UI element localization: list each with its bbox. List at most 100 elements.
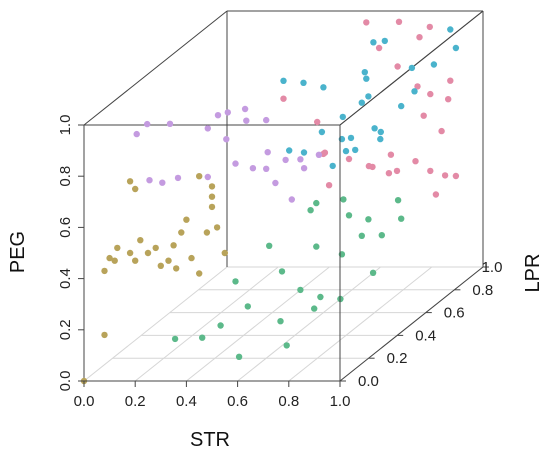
data-point (427, 90, 434, 98)
box-back-edges (83, 10, 484, 381)
data-point (146, 177, 153, 184)
axis-ticks: 0.0 0.2 0.4 0.6 0.8 1.0 0.0 0.2 0.4 0.6 0.8 1.0 0.0 0… (57, 115, 502, 410)
data-point (381, 37, 388, 45)
data-point (329, 162, 336, 170)
z-tick-label: 0.6 (57, 217, 74, 238)
data-point (315, 151, 323, 158)
data-point (199, 334, 206, 341)
data-point (342, 147, 350, 155)
data-point (264, 149, 271, 156)
data-point (244, 303, 251, 310)
z-tick-label: 0.2 (57, 319, 74, 340)
x-tick-label: 0.0 (74, 393, 95, 410)
data-point (249, 165, 257, 172)
data-point (394, 197, 402, 204)
data-point (101, 331, 108, 339)
data-point (204, 125, 211, 132)
y-tick-label: 0.0 (358, 373, 379, 390)
data-point (393, 167, 401, 175)
x-tick-label: 0.6 (227, 393, 248, 410)
data-point (447, 77, 454, 84)
data-point (317, 293, 324, 301)
data-point (165, 257, 172, 264)
data-point (126, 249, 134, 257)
data-point (178, 229, 185, 236)
data-point (137, 237, 144, 244)
data-point (426, 23, 433, 31)
data-point (325, 182, 333, 189)
y-axis-title: LPR (522, 254, 544, 293)
data-point (243, 117, 250, 124)
data-point (297, 286, 304, 294)
data-point (232, 278, 239, 285)
data-point (171, 335, 179, 343)
floor-grid (83, 266, 484, 382)
y-tick-label: 0.6 (444, 305, 465, 322)
x-tick-label: 0.8 (278, 393, 299, 410)
data-point (196, 173, 203, 180)
data-point (387, 151, 395, 158)
grid-line-x (186, 266, 330, 382)
data-point (223, 136, 230, 143)
data-point (114, 244, 121, 252)
scatter-points (80, 18, 460, 385)
data-point (375, 44, 383, 52)
z-tick-label: 0.4 (57, 268, 74, 289)
data-point (345, 155, 353, 163)
y-tick-label: 1.0 (482, 259, 503, 276)
data-point (241, 105, 249, 113)
data-point (208, 203, 216, 211)
data-point (420, 112, 427, 119)
z-tick-label: 0.0 (57, 371, 74, 392)
data-point (314, 118, 321, 126)
x-tick-label: 1.0 (330, 393, 351, 410)
data-point (358, 99, 365, 106)
data-point (411, 88, 418, 95)
data-point (416, 34, 423, 41)
data-point (427, 167, 434, 175)
data-point (347, 134, 355, 142)
data-point (297, 156, 304, 163)
data-point (432, 191, 440, 198)
data-point (133, 130, 140, 138)
data-point (188, 254, 195, 262)
data-point (345, 212, 353, 219)
data-point (111, 257, 118, 264)
data-point (101, 267, 108, 275)
data-point (377, 135, 384, 143)
data-point (235, 353, 243, 360)
data-point (283, 342, 290, 349)
data-point (452, 172, 460, 180)
z-tick-label: 0.8 (57, 166, 74, 187)
data-point (414, 83, 421, 90)
data-point (232, 160, 239, 167)
data-point (300, 165, 308, 172)
data-point (173, 265, 180, 272)
x-tick-label: 0.2 (125, 393, 146, 410)
data-point (144, 249, 152, 257)
data-point (313, 199, 320, 207)
box-edge (83, 10, 228, 126)
data-point (371, 125, 378, 132)
data-point (106, 254, 113, 262)
data-point (311, 305, 318, 312)
data-point (266, 242, 273, 249)
data-point (363, 19, 370, 26)
data-point (132, 185, 139, 193)
data-point (430, 61, 438, 68)
data-point (300, 149, 308, 156)
data-point (203, 229, 211, 236)
data-point (132, 257, 139, 264)
data-point (365, 93, 372, 100)
box-edge (339, 266, 484, 382)
data-point (320, 84, 327, 91)
x-axis-title: STR (190, 429, 230, 451)
data-point (221, 249, 228, 257)
data-point (152, 244, 159, 252)
data-point (352, 146, 359, 154)
data-point (196, 270, 203, 277)
box-front-edges (84, 125, 484, 382)
data-point (144, 120, 151, 128)
data-point (377, 128, 384, 136)
data-point (363, 75, 370, 82)
